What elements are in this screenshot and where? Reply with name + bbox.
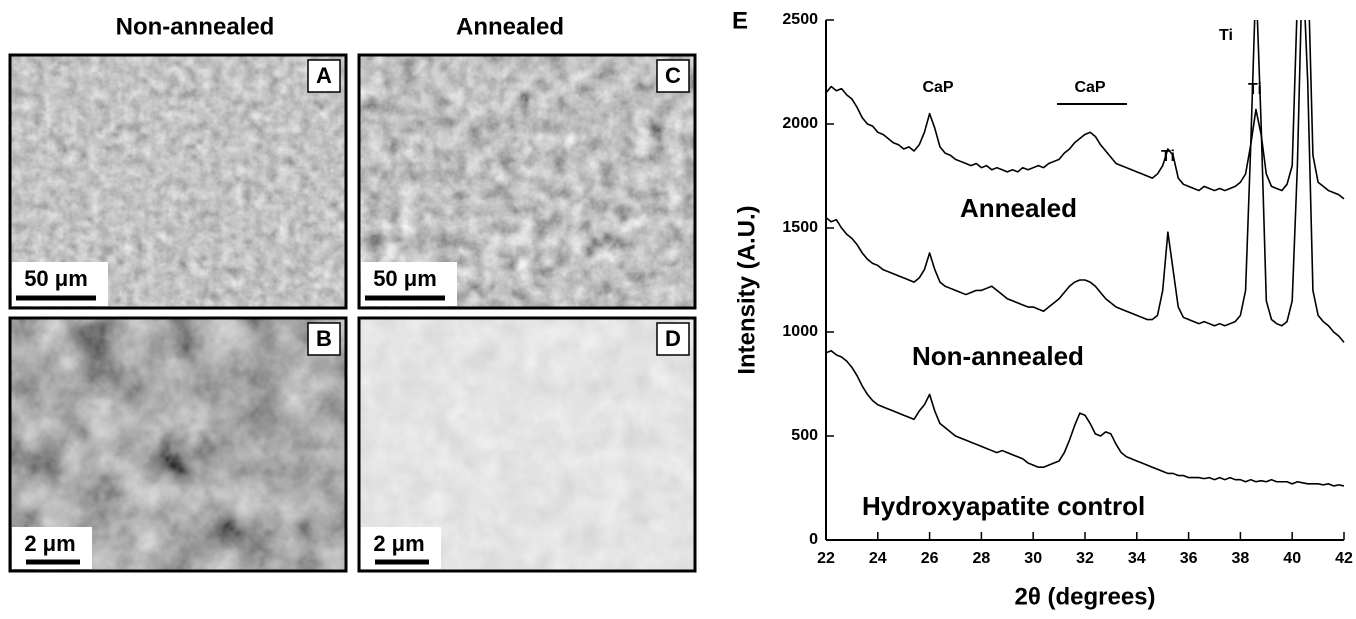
sem-image: C 50 μm [359,55,695,308]
panel-letter: C [665,63,681,88]
plot-area [826,0,1344,486]
y-tick-label: 1000 [782,323,818,340]
y-tick-label: 1500 [782,219,818,236]
series-label: Non-annealed [912,341,1084,371]
x-tick-label: 26 [921,550,939,567]
x-tick-label: 28 [973,550,991,567]
x-tick-label: 42 [1335,550,1353,567]
x-tick-label: 24 [869,550,887,567]
sem-image: A 50 μm [10,55,346,308]
scale-bar-label: 2 μm [24,531,75,556]
data-line [826,351,1344,486]
y-tick-label: 2500 [782,11,818,28]
panel-letter: E [732,7,748,34]
x-tick-label: 34 [1128,550,1146,567]
scale-bar-label: 2 μm [373,531,424,556]
y-axis-label: Intensity (A.U.) [733,205,760,374]
panel-letter: D [665,326,681,351]
x-tick-label: 40 [1283,550,1301,567]
scale-bar-label: 50 μm [24,266,88,291]
column-header: Annealed [456,13,564,40]
x-axis-label: 2θ (degrees) [1014,583,1155,610]
peak-annotation: Ti [1248,81,1262,98]
panel-letter: B [316,326,332,351]
series-label: Annealed [960,193,1077,223]
y-tick-label: 0 [809,531,818,548]
y-tick-label: 2000 [782,115,818,132]
peak-annotation: Ti [1161,148,1175,165]
x-tick-label: 22 [817,550,835,567]
scale-bar-label: 50 μm [373,266,437,291]
x-tick-label: 32 [1076,550,1094,567]
series-label: Hydroxyapatite control [862,491,1145,521]
figure: Non-annealed Annealed A 50 μm B 2 μm C 5… [0,0,1356,614]
column-header: Non-annealed [116,13,275,40]
sem-image: D 2 μm [359,318,695,571]
x-tick-label: 30 [1024,550,1042,567]
data-line [826,0,1344,199]
x-tick-label: 38 [1232,550,1250,567]
x-tick-label: 36 [1180,550,1198,567]
peak-annotation: CaP [922,79,953,96]
peak-annotation: Ti [1219,27,1233,44]
y-tick-label: 500 [791,427,818,444]
page: { "panels": { "column_headers": ["Non-an… [0,0,1356,619]
peak-annotation: CaP [1074,79,1105,96]
panel-letter: A [316,63,332,88]
sem-image: B 2 μm [10,318,346,571]
